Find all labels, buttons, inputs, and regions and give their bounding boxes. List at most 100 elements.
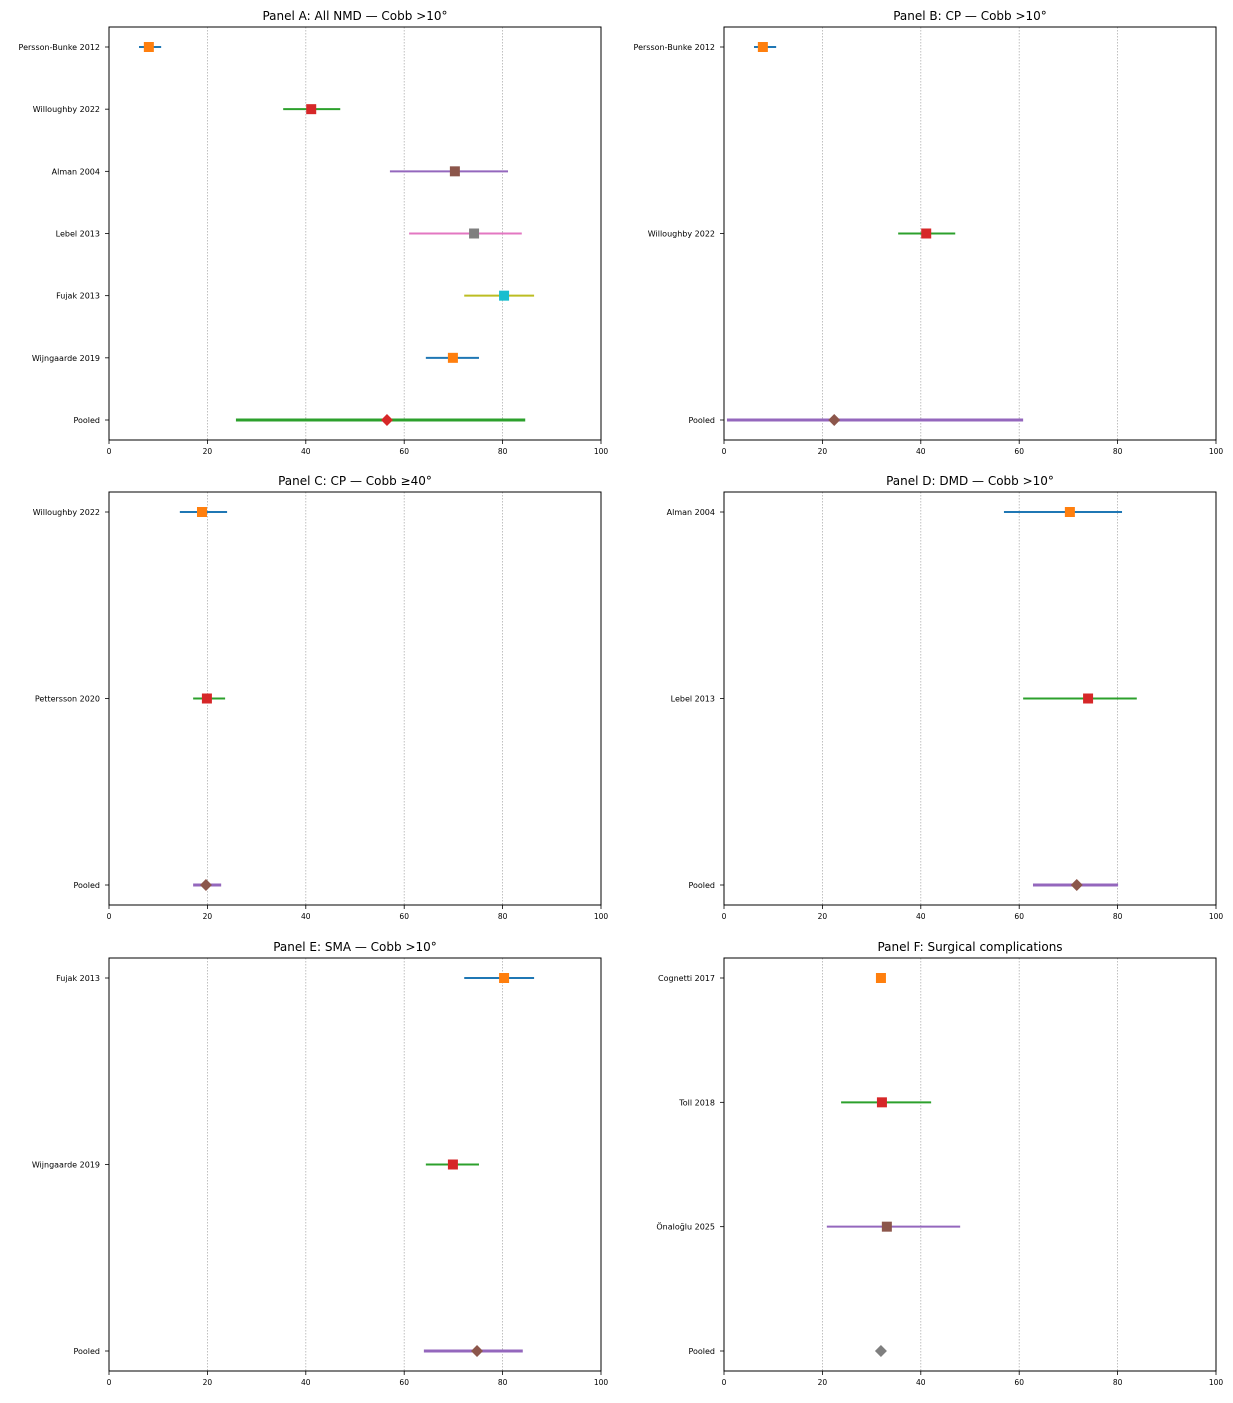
x-tick-label: 40 [301, 912, 311, 921]
y-tick-label: Willoughby 2022 [648, 230, 715, 239]
x-tick-label: 100 [1209, 447, 1224, 456]
x-tick-label: 0 [722, 1378, 727, 1387]
x-tick-label: 60 [399, 1378, 409, 1387]
x-tick-label: 100 [594, 912, 609, 921]
x-tick-label: 40 [301, 447, 311, 456]
panel-title: Panel F: Surgical complications [877, 940, 1062, 954]
pooled-diamond-marker [380, 414, 393, 426]
x-tick-label: 40 [916, 1378, 926, 1387]
y-tick-label: Willoughby 2022 [33, 508, 100, 517]
x-tick-label: 20 [818, 912, 828, 921]
y-tick-label: Pooled [73, 416, 100, 425]
x-tick-label: 20 [818, 1378, 828, 1387]
pooled-diamond-marker [1070, 879, 1083, 891]
x-tick-label: 60 [1014, 1378, 1024, 1387]
estimate-square-marker [447, 1159, 458, 1170]
estimate-square-marker [306, 104, 317, 115]
y-tick-label: Pooled [688, 1347, 715, 1356]
estimate-square-marker [201, 693, 212, 704]
pooled-diamond-marker [199, 879, 212, 891]
panel-title: Panel D: DMD — Cobb >10° [886, 474, 1054, 488]
x-tick-label: 100 [594, 447, 609, 456]
y-tick-label: Pooled [73, 881, 100, 890]
estimate-square-marker [499, 973, 510, 983]
x-tick-label: 80 [1113, 912, 1123, 921]
pooled-diamond-marker [471, 1345, 484, 1357]
y-tick-label: Lebel 2013 [56, 230, 100, 239]
y-tick-label: Fujak 2013 [56, 292, 100, 301]
x-tick-label: 40 [916, 447, 926, 456]
x-tick-label: 20 [203, 1378, 213, 1387]
x-tick-label: 80 [1113, 1378, 1123, 1387]
panel-title: Panel B: CP — Cobb >10° [893, 9, 1047, 23]
estimate-square-marker [875, 973, 886, 983]
y-tick-label: Pooled [73, 1347, 100, 1356]
estimate-square-marker [447, 352, 458, 363]
plot-frame [723, 957, 1217, 1372]
pooled-diamond-marker [874, 1345, 887, 1357]
x-tick-label: 0 [107, 912, 112, 921]
x-tick-label: 20 [203, 912, 213, 921]
panel-b: Panel B: CP — Cobb >10° 0 20 40 60 80 100 Perss… [634, 9, 1224, 456]
estimate-square-marker [143, 42, 154, 52]
estimate-square-marker [499, 290, 510, 301]
estimate-square-marker [876, 1097, 887, 1108]
estimate-square-marker [469, 228, 480, 239]
y-tick-label: Fujak 2013 [56, 974, 100, 983]
x-tick-label: 40 [916, 912, 926, 921]
x-tick-label: 80 [1113, 447, 1123, 456]
y-tick-label: Willoughby 2022 [33, 105, 100, 114]
x-tick-label: 40 [301, 1378, 311, 1387]
plot-frame [723, 26, 1217, 441]
y-tick-label: Persson-Bunke 2012 [19, 43, 100, 52]
x-tick-label: 80 [498, 912, 508, 921]
x-tick-label: 60 [399, 912, 409, 921]
panel-d: Panel D: DMD — Cobb >10° 0 20 40 60 80 100 Alma… [667, 474, 1224, 921]
estimate-square-marker [921, 228, 932, 239]
x-tick-label: 0 [722, 912, 727, 921]
panel-title: Panel E: SMA — Cobb >10° [273, 940, 437, 954]
estimate-square-marker [881, 1221, 892, 1232]
estimate-square-marker [1064, 507, 1075, 517]
panel-title: Panel A: All NMD — Cobb >10° [262, 9, 447, 23]
estimate-square-marker [449, 166, 460, 177]
y-tick-label: Alman 2004 [667, 508, 715, 517]
x-tick-label: 100 [594, 1378, 609, 1387]
plot-frame [108, 491, 602, 906]
panel-e: Panel E: SMA — Cobb >10° 0 20 40 60 80 100 Fuja… [32, 940, 609, 1387]
y-tick-label: Cognetti 2017 [658, 974, 715, 983]
x-tick-label: 20 [203, 447, 213, 456]
x-tick-label: 80 [498, 447, 508, 456]
estimate-square-marker [1083, 693, 1094, 704]
y-tick-label: Pettersson 2020 [35, 695, 100, 704]
plot-frame [108, 26, 602, 441]
x-tick-label: 0 [722, 447, 727, 456]
pooled-diamond-marker [828, 414, 841, 426]
panel-title: Panel C: CP — Cobb ≥40° [278, 474, 432, 488]
x-tick-label: 60 [1014, 447, 1024, 456]
y-tick-label: Wijngaarde 2019 [32, 354, 100, 363]
estimate-square-marker [757, 42, 768, 52]
x-tick-label: 0 [107, 447, 112, 456]
y-tick-label: Lebel 2013 [671, 695, 715, 704]
x-tick-label: 20 [818, 447, 828, 456]
plot-frame [108, 957, 602, 1372]
y-tick-label: Önaloğlu 2025 [656, 1222, 715, 1232]
y-tick-label: Persson-Bunke 2012 [634, 43, 715, 52]
y-tick-label: Pooled [688, 416, 715, 425]
y-tick-label: Wijngaarde 2019 [32, 1161, 100, 1170]
x-tick-label: 100 [1209, 912, 1224, 921]
y-tick-label: Toll 2018 [678, 1098, 715, 1107]
x-tick-label: 80 [498, 1378, 508, 1387]
estimate-square-marker [196, 507, 207, 517]
y-tick-label: Pooled [688, 881, 715, 890]
x-tick-label: 60 [1014, 912, 1024, 921]
panel-a: Panel A: All NMD — Cobb >10° 0 20 40 60 80 100… [19, 9, 609, 456]
panel-c: Panel C: CP — Cobb ≥40° 0 20 40 60 80 100 Willo… [33, 474, 609, 921]
plot-frame [723, 491, 1217, 906]
x-tick-label: 0 [107, 1378, 112, 1387]
panel-f: Panel F: Surgical complications 0 20 40 60 80… [656, 940, 1223, 1387]
y-tick-label: Alman 2004 [52, 167, 100, 176]
x-tick-label: 100 [1209, 1378, 1224, 1387]
